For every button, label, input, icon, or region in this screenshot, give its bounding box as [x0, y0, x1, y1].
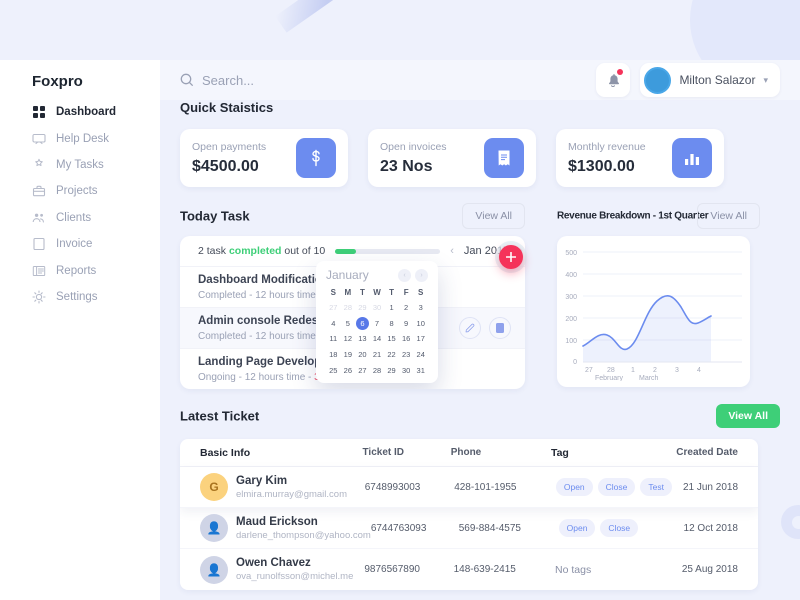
svg-text:300: 300 [565, 294, 577, 301]
svg-text:3: 3 [675, 367, 679, 374]
svg-text:500: 500 [565, 250, 577, 257]
svg-text:4: 4 [697, 367, 701, 374]
svg-text:100: 100 [565, 338, 577, 345]
svg-text:March: March [639, 375, 659, 381]
svg-text:200: 200 [565, 316, 577, 323]
svg-text:28: 28 [607, 367, 615, 374]
svg-text:1: 1 [631, 367, 635, 374]
svg-text:400: 400 [565, 272, 577, 279]
svg-text:February: February [595, 375, 624, 381]
svg-text:2: 2 [653, 367, 657, 374]
svg-text:0: 0 [573, 359, 577, 366]
svg-text:27: 27 [585, 367, 593, 374]
